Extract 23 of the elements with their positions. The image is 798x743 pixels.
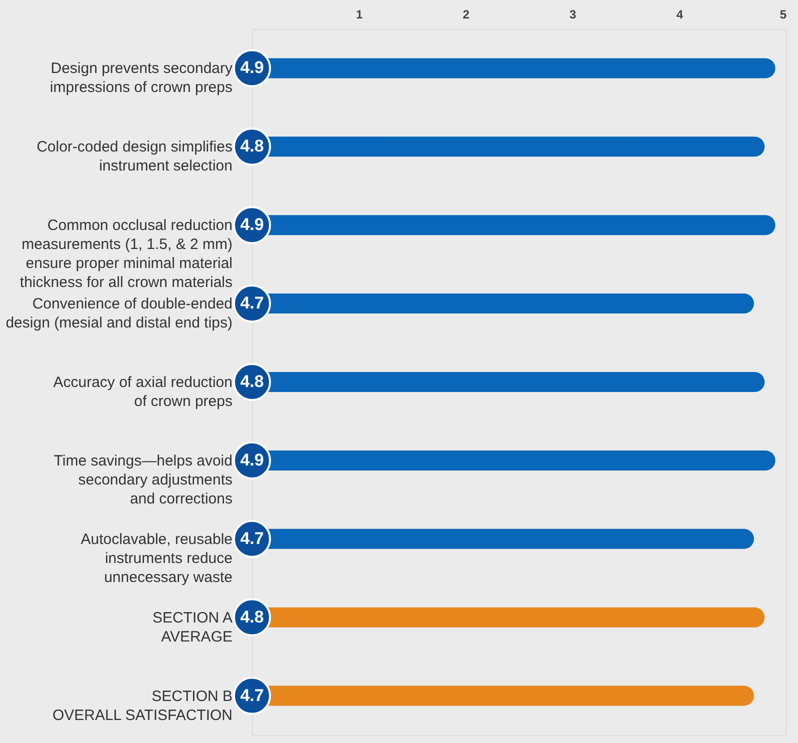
y-tick-label: SECTION A AVERAGE bbox=[152, 609, 232, 646]
data-label: 4.8 bbox=[240, 372, 264, 391]
x-tick-label: 5 bbox=[780, 8, 787, 22]
data-label: 4.7 bbox=[240, 528, 264, 548]
data-label: 4.7 bbox=[240, 294, 264, 313]
y-tick-label: Convenience of double-ended design (mesial and distal end tips) bbox=[6, 296, 232, 332]
y-tick-label: Time savings—helps avoid secondary adjustments and corrections bbox=[54, 452, 232, 508]
y-tick-label: Autoclavable, reusable instruments reduce unnecessary waste bbox=[80, 530, 232, 586]
data-label: 4.7 bbox=[240, 686, 264, 705]
data-label: 4.8 bbox=[240, 136, 264, 156]
y-tick-label: Common occlusal reduction measurements (1, 1.5, & 2 mm) ensure proper minimal material thickness for all crown materials bbox=[20, 217, 232, 292]
y-tick-label: Design prevents secondary impressions of crown preps bbox=[50, 60, 233, 96]
data-label: 4.9 bbox=[240, 450, 264, 470]
y-tick-label: Color-coded design simplifies instrument selection bbox=[36, 138, 232, 175]
data-label: 4.9 bbox=[240, 215, 264, 234]
data-label: 4.9 bbox=[240, 58, 264, 78]
data-label: 4.8 bbox=[240, 607, 264, 626]
x-tick-label: 1 bbox=[356, 8, 363, 22]
y-tick-label: SECTION B OVERALL SATISFACTION bbox=[52, 688, 232, 724]
y-tick-label: Accuracy of axial reduction of crown preps bbox=[53, 374, 232, 410]
x-tick-label: 3 bbox=[570, 8, 577, 22]
x-tick-label: 4 bbox=[676, 8, 684, 22]
x-tick-label: 2 bbox=[462, 8, 470, 22]
